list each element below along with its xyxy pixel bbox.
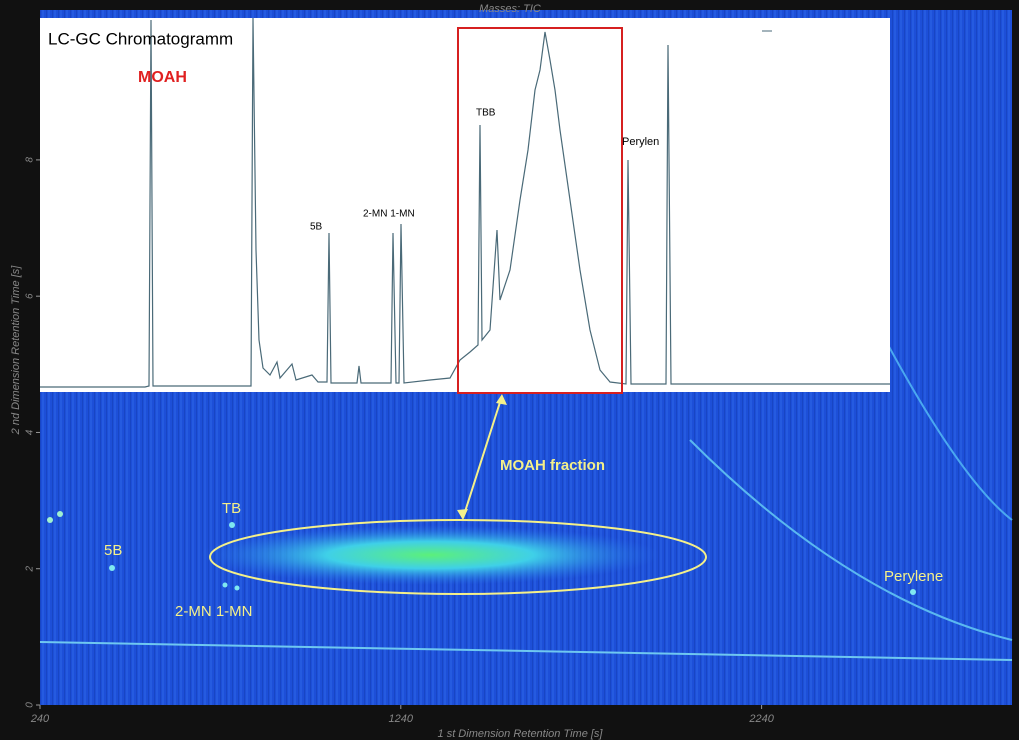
y-tick-label: 0 [25,702,36,708]
spot [910,589,916,595]
spot [109,565,115,571]
y-tick-label: 2 [25,566,36,573]
inset-title: LC-GC Chromatogramm [48,29,233,48]
y-axis-label: 2 nd Dimension Retention Time [s] [10,265,22,436]
y-tick-label: 6 [25,293,36,299]
spot [223,583,228,588]
spot [229,522,235,528]
annotation: 5B [104,542,122,559]
spot [47,517,53,523]
x-tick-label: 2240 [748,713,774,725]
annotation: Perylene [884,568,943,585]
annotation: TB [222,500,241,517]
figure: LC-GC Chromatogramm MOAH 5B 2-MN 1-MN TB… [0,0,1019,740]
spot [235,586,240,591]
peak-label: TBB [476,108,496,119]
inset-subtitle: MOAH [138,69,187,86]
peak-label: 5B [310,222,323,233]
plot-title: Masses: TIC [479,3,541,15]
x-tick-label: 240 [30,713,50,725]
y-tick-label: 8 [25,157,36,163]
peak-label: Perylen [622,136,659,148]
peak-label: 2-MN 1-MN [363,209,415,220]
spot [57,511,63,517]
y-tick-label: 4 [25,429,36,435]
inset: LC-GC Chromatogramm MOAH 5B 2-MN 1-MN TB… [40,18,890,393]
x-tick-label: 1240 [389,713,414,725]
annotation: 2-MN 1-MN [175,603,253,620]
annotation: MOAH fraction [500,457,605,474]
x-axis-label: 1 st Dimension Retention Time [s] [438,728,604,740]
